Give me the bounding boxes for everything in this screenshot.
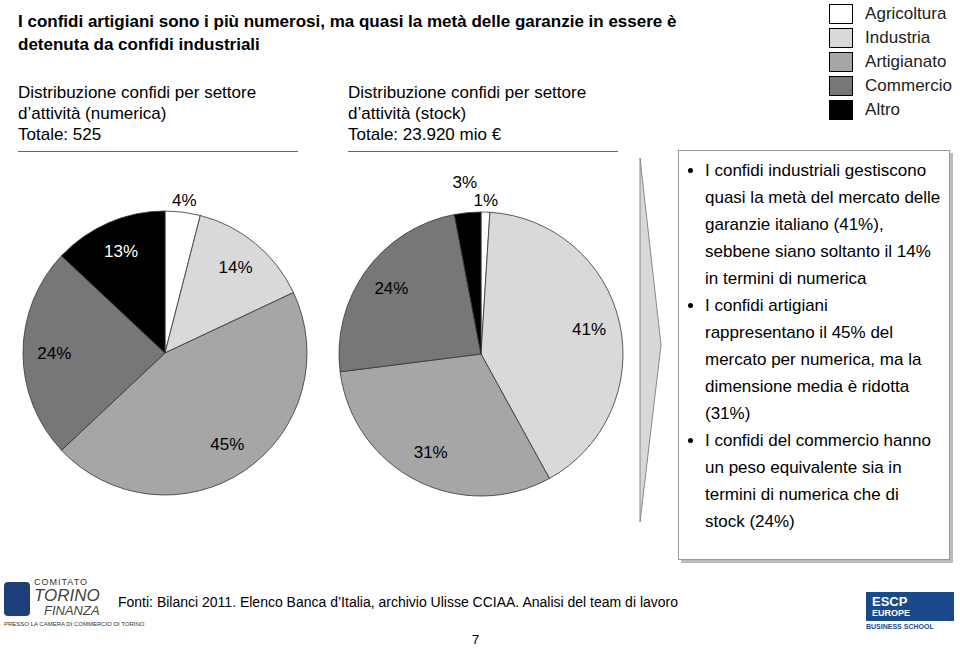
svg-text:45%: 45% [210,435,244,454]
svg-text:3%: 3% [453,173,478,192]
html-text:Commercio: Commercio [865,76,952,95]
html-text:Distribuzione confidi per sett: Distribuzione confidi per settore d’atti… [18,83,257,123]
html-text:BUSINESS SCHOOL: BUSINESS SCHOOL [866,623,934,631]
html-text:EUROPE: EUROPE [872,607,910,618]
html-text:ESCP: ESCP [872,594,908,609]
html-text:I confidi artigiani rappresent: I confidi artigiani rappresentano il 45%… [705,296,922,423]
svg-text:41%: 41% [572,320,606,339]
html-text:COMITATO: COMITATO [34,577,88,587]
svg-text:1%: 1% [474,191,499,210]
html-text:Totale: 525: Totale: 525 [18,125,102,144]
html-text:7: 7 [472,632,480,647]
svg-text:14%: 14% [219,258,253,277]
html-text:TORINO: TORINO [34,586,100,605]
html-text:Totale: 23.920 mio €: Totale: 23.920 mio € [348,125,502,144]
html-text:Artigianato: Artigianato [865,52,947,71]
html-text:FINANZA: FINANZA [44,603,100,618]
html-text:PRESSO LA CAMERA DI COMMERCIO: PRESSO LA CAMERA DI COMMERCIO DI TORINO [4,621,145,627]
html-text:I confidi artigiani sono i più: I confidi artigiani sono i più numerosi,… [18,12,677,54]
html-text:I confidi del commercio hanno: I confidi del commercio hanno un peso eq… [705,431,931,531]
html-text:Industria: Industria [865,28,931,47]
html-text:Altro: Altro [865,100,901,119]
html-text:Agricoltura: Agricoltura [865,4,947,23]
svg-text:24%: 24% [37,344,71,363]
svg-text:13%: 13% [104,242,138,261]
html-text:Distribuzione confidi per sett: Distribuzione confidi per settore d’atti… [348,83,587,123]
svg-text:4%: 4% [172,191,197,210]
html-text:Fonti: Bilanci 2011. Elenco Ba: Fonti: Bilanci 2011. Elenco Banca d’Ital… [118,594,678,610]
svg-text:24%: 24% [374,279,408,298]
svg-text:31%: 31% [414,443,448,462]
html-text:I confidi industriali gestisco: I confidi industriali gestiscono quasi l… [705,161,941,288]
